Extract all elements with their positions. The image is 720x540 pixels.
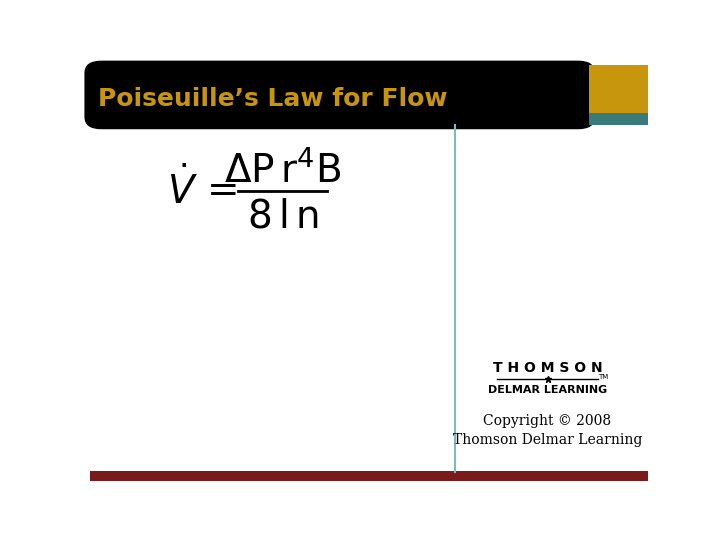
Text: Copyright © 2008
Thomson Delmar Learning: Copyright © 2008 Thomson Delmar Learning <box>453 414 642 448</box>
Text: $=$: $=$ <box>199 171 238 208</box>
FancyBboxPatch shape <box>90 471 648 481</box>
Text: $8\,\mathrm{l}\,\mathrm{n}$: $8\,\mathrm{l}\,\mathrm{n}$ <box>247 198 318 235</box>
Text: Poiseuille’s Law for Flow: Poiseuille’s Law for Flow <box>99 87 448 111</box>
FancyBboxPatch shape <box>84 60 595 129</box>
Text: $\dot{V}$: $\dot{V}$ <box>166 167 197 212</box>
Text: TM: TM <box>598 374 608 381</box>
FancyBboxPatch shape <box>590 113 648 125</box>
FancyBboxPatch shape <box>590 65 648 113</box>
Text: $\Delta\mathrm{P}\,\mathrm{r}^4\mathrm{B}$: $\Delta\mathrm{P}\,\mathrm{r}^4\mathrm{B… <box>224 151 341 190</box>
Text: T H O M S O N: T H O M S O N <box>492 361 603 375</box>
Text: DELMAR LEARNING: DELMAR LEARNING <box>488 385 607 395</box>
